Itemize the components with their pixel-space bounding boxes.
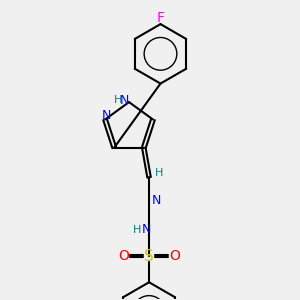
Text: O: O — [118, 249, 129, 263]
Text: N: N — [102, 110, 112, 122]
Text: F: F — [157, 11, 164, 25]
Text: O: O — [169, 249, 180, 263]
Text: H: H — [155, 168, 163, 178]
Text: S: S — [144, 248, 154, 263]
Text: H: H — [114, 95, 122, 105]
Text: N: N — [152, 194, 161, 207]
Text: H: H — [133, 225, 141, 235]
Text: N: N — [142, 223, 151, 236]
Text: N: N — [120, 94, 130, 107]
